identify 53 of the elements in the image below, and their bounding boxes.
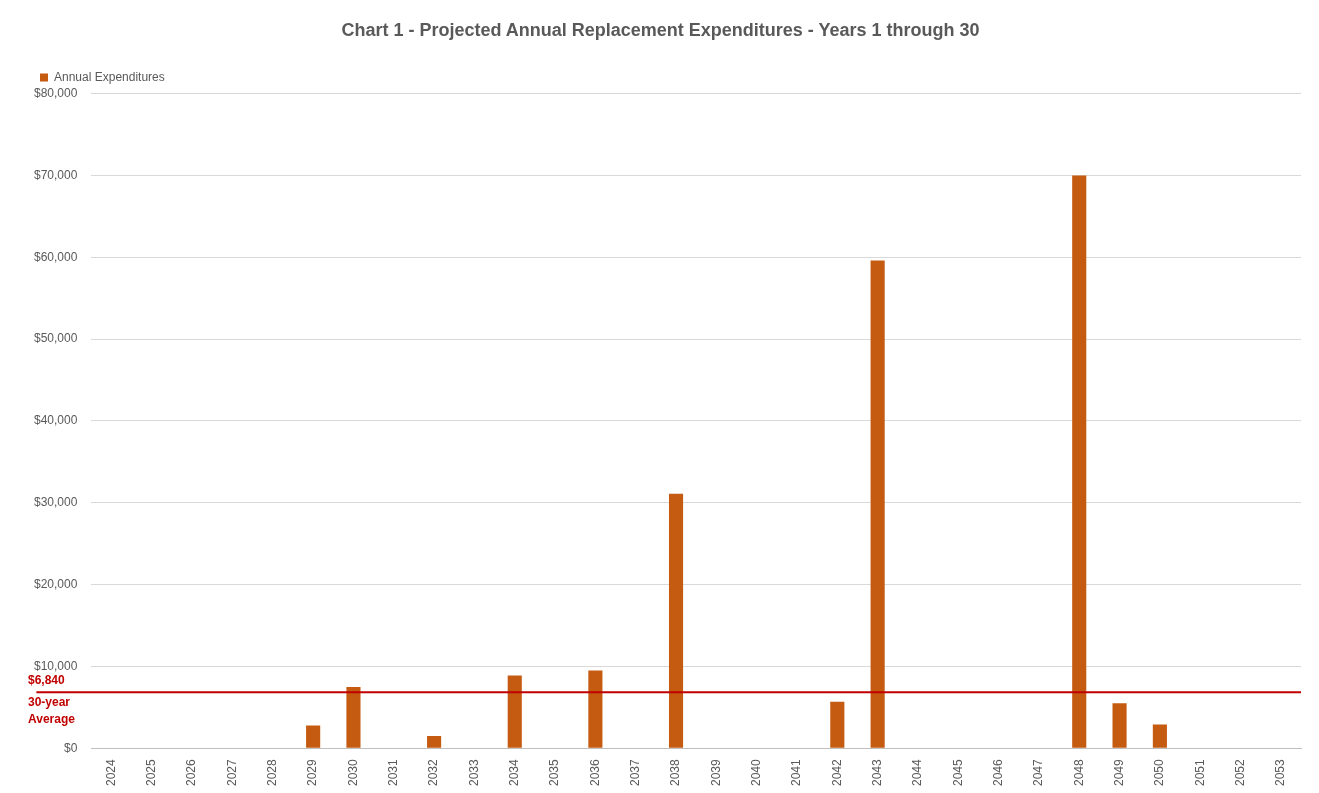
x-tick-label: 2052 [1232, 758, 1247, 787]
x-tick-label: 2033 [466, 758, 481, 787]
y-tick-label: $0 [64, 740, 78, 755]
x-tick-label: 2048 [1071, 758, 1086, 787]
x-tick-label: 2037 [628, 758, 643, 787]
bar [588, 670, 603, 748]
x-tick-label: 2045 [950, 758, 965, 787]
legend-label: Annual Expenditures [54, 69, 165, 84]
bar [1152, 724, 1167, 748]
bar [507, 675, 522, 748]
x-tick-label: 2030 [345, 758, 360, 787]
x-tick-label: 2029 [305, 758, 320, 787]
bar [346, 686, 361, 748]
x-tick-label: 2027 [224, 758, 239, 787]
y-tick-label: $20,000 [33, 576, 78, 591]
x-tick-label: 2050 [1152, 758, 1167, 787]
y-tick-label: $60,000 [33, 249, 78, 264]
y-tick-label: $30,000 [33, 495, 78, 510]
x-tick-label: 2049 [1111, 758, 1126, 787]
bar [870, 260, 885, 748]
x-tick-label: 2046 [990, 758, 1005, 787]
x-tick-label: 2035 [547, 758, 562, 787]
x-tick-label: 2032 [426, 758, 441, 787]
x-tick-label: 2039 [708, 758, 723, 787]
y-tick-label: $50,000 [33, 331, 78, 346]
x-tick-label: 2031 [386, 758, 401, 787]
bar [306, 725, 321, 748]
chart-title: Chart 1 - Projected Annual Replacement Expenditures - Years 1 through 30 [341, 19, 980, 40]
x-tick-label: 2041 [789, 758, 804, 787]
x-tick-label: 2043 [869, 758, 884, 787]
x-tick-label: 2042 [829, 758, 844, 787]
bar [427, 736, 442, 748]
x-tick-label: 2036 [587, 758, 602, 787]
x-tick-label: 2026 [184, 758, 199, 787]
x-tick-label: 2024 [103, 758, 118, 787]
x-tick-label: 2034 [507, 758, 522, 787]
bar [1072, 175, 1087, 748]
bar [668, 493, 684, 748]
y-tick-label: $80,000 [33, 85, 78, 100]
x-tick-label: 2053 [1273, 758, 1288, 787]
bar [830, 701, 845, 748]
y-tick-label: $70,000 [33, 167, 78, 182]
x-tick-label: 2051 [1192, 758, 1207, 787]
ref-line-label: $6,840 30-year Average [28, 672, 76, 726]
y-tick-label: $40,000 [33, 413, 78, 428]
bar [1112, 703, 1127, 748]
x-tick-label: 2044 [910, 758, 925, 787]
x-tick-label: 2028 [265, 758, 280, 787]
y-tick-label: $10,000 [33, 658, 78, 673]
x-tick-label: 2040 [748, 758, 763, 787]
x-tick-label: 2025 [144, 758, 159, 787]
x-tick-label: 2047 [1031, 758, 1046, 787]
x-tick-label: 2038 [668, 758, 683, 787]
